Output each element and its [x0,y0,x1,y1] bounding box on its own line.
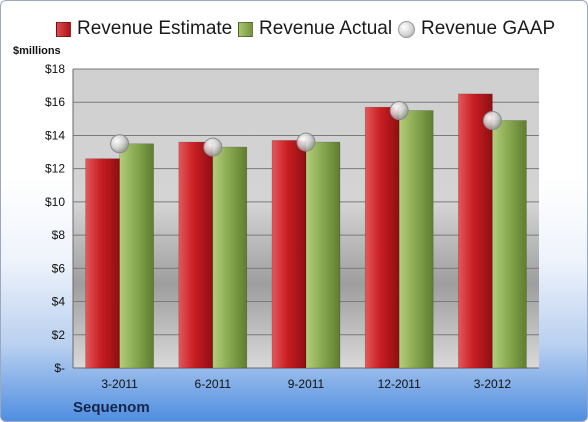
x-tick-label: 12-2011 [378,377,421,391]
legend-swatch-revenue-gaap [398,20,415,38]
x-tick-label: 3-2011 [101,377,138,391]
legend-swatch-revenue-estimate [56,21,71,37]
company-name: Sequenom [73,399,150,416]
x-tick-label: 9-2011 [288,377,325,391]
legend-label-revenue-actual: Revenue Actual [259,18,393,39]
marker-revenue-gaap [203,137,223,157]
bar-revenue-actual [492,120,527,369]
bar-revenue-actual [398,110,434,369]
x-tick-label: 3-2012 [474,377,512,391]
bar-revenue-estimate [178,141,214,369]
y-tick-label: $6 [52,261,66,275]
legend-swatch-revenue-actual [238,21,253,37]
plot-area: $- $2 $4 $6 $8 $10 $12 $14 $16 $18 3-2011 6-2011 9-2… [45,62,539,391]
y-tick-label: $4 [52,295,66,309]
marker-revenue-gaap [482,110,502,130]
marker-revenue-gaap [110,134,130,154]
bar-revenue-estimate [364,106,400,369]
legend: Revenue Estimate Revenue Actual Revenue … [1,18,587,40]
y-axis-unit-label: $millions [13,45,61,57]
y-tick-label: $2 [52,328,66,342]
legend-label-revenue-estimate: Revenue Estimate [77,18,233,39]
y-tick-label: $14 [45,128,65,142]
y-tick-label: $18 [45,62,65,76]
y-tick-label: $10 [45,195,65,209]
legend-item-revenue-estimate: Revenue Estimate [56,18,232,40]
x-tick-label: 6-2011 [195,377,232,391]
marker-revenue-gaap [296,132,316,152]
bar-revenue-estimate [271,140,307,369]
legend-item-revenue-actual: Revenue Actual [238,18,392,40]
y-tick-label: $16 [45,95,65,109]
marker-revenue-gaap [389,101,409,121]
bar-revenue-estimate [85,158,120,369]
y-tick-label: $- [54,361,65,375]
bar-revenue-actual [305,141,341,369]
bar-revenue-actual [119,143,154,369]
bar-revenue-estimate [458,93,493,369]
y-tick-label: $8 [52,228,66,242]
legend-label-revenue-gaap: Revenue GAAP [421,18,556,39]
y-tick-label: $12 [45,162,65,176]
bar-revenue-actual [212,146,248,369]
legend-item-revenue-gaap: Revenue GAAP [398,18,555,40]
